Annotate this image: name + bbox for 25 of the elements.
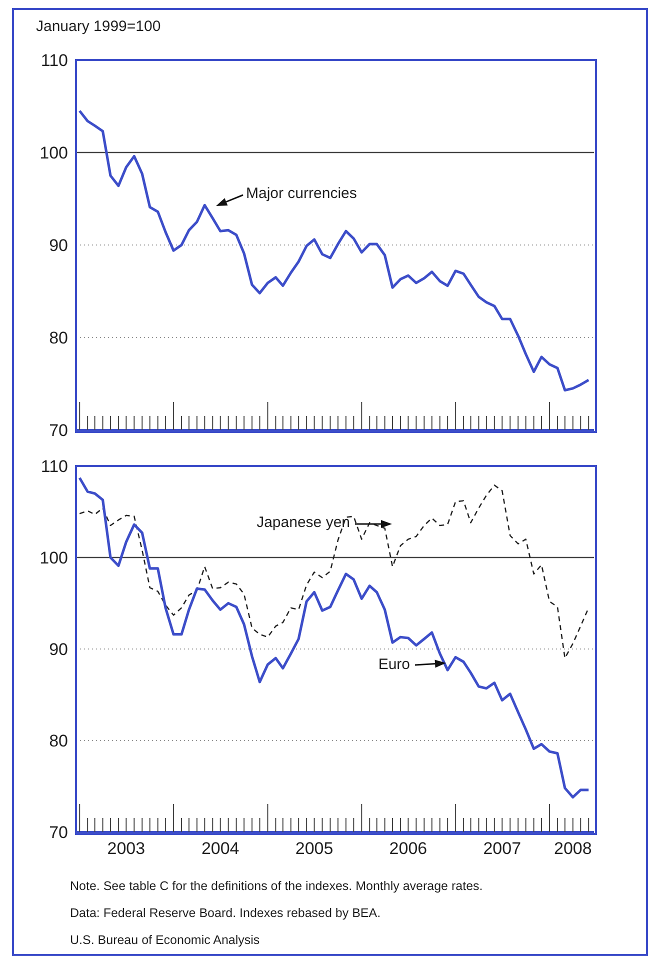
text: Note. See table C for the definitions of the indexes. Monthly average rates. <box>70 878 483 895</box>
y-tick-label: 100 <box>40 548 68 568</box>
y-tick-label: 80 <box>49 732 68 751</box>
y-tick-label: 90 <box>49 236 68 256</box>
y-tick-label: 90 <box>49 640 68 660</box>
x-tick-label: 2007 <box>483 839 522 858</box>
y-axis-title: January 1999=100 <box>36 18 161 35</box>
y-tick-label: 110 <box>40 457 68 476</box>
x-tick-label: 2005 <box>295 839 334 858</box>
text: Major currencies <box>246 185 357 202</box>
y-tick-label: 70 <box>49 421 68 440</box>
series-label: Japanese yen <box>256 514 350 531</box>
x-tick-label: 2004 <box>201 839 240 858</box>
x-tick-label: 2006 <box>389 839 428 858</box>
y-tick-label: 80 <box>49 328 68 348</box>
series-label: Euro <box>378 656 410 673</box>
text: Data: Federal Reserve Board. Indexes rebased by BEA. <box>70 905 382 922</box>
y-tick-label: 110 <box>40 51 68 70</box>
x-tick-label: 2003 <box>107 839 146 858</box>
text: U.S. Bureau of Economic Analysis <box>70 932 261 949</box>
y-tick-label: 100 <box>40 144 68 163</box>
line-series <box>78 484 590 659</box>
line-series <box>78 110 590 392</box>
y-tick-label: 70 <box>49 823 68 842</box>
x-tick-label: 2008 <box>554 839 592 858</box>
